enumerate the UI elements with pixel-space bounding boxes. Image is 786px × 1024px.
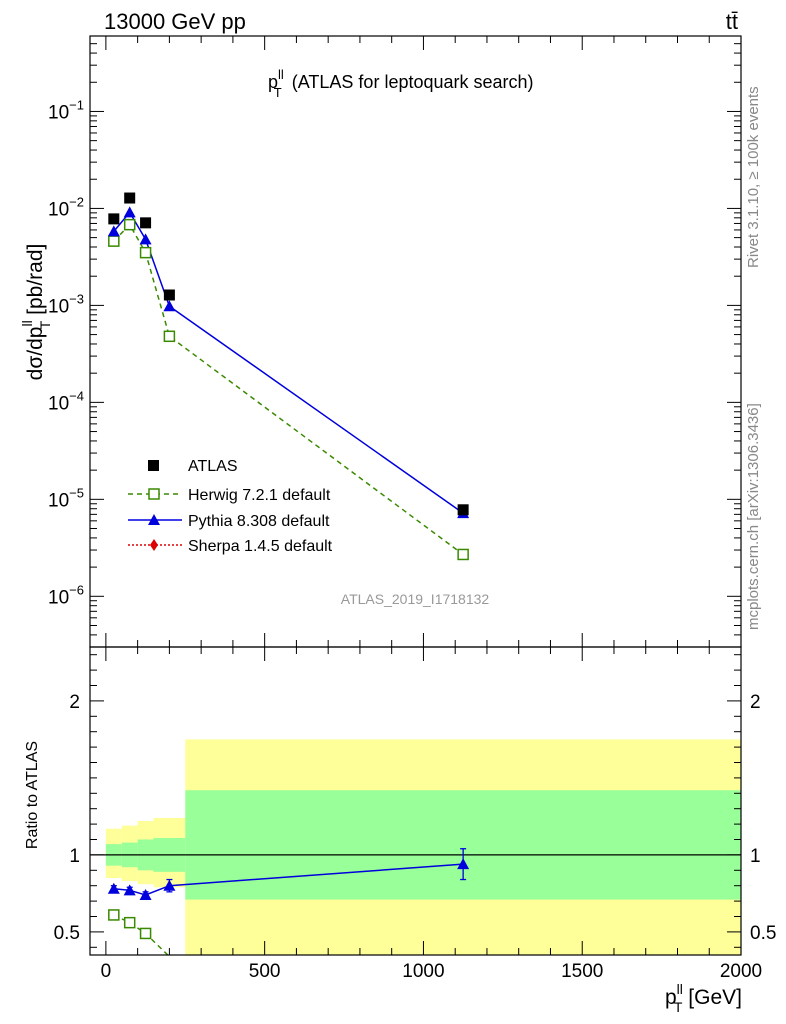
ratio-pythia-point xyxy=(163,879,176,891)
ratio-herwig-point xyxy=(108,909,120,921)
ratio-bands xyxy=(90,739,741,955)
analysis-id: ATLAS_2019_I1718132 xyxy=(341,591,490,607)
legend-marker-herwig xyxy=(148,488,160,500)
main-ytick-label: 10−2 xyxy=(48,194,84,220)
ratio-plot-frame xyxy=(89,646,742,956)
atlas-point xyxy=(457,504,469,516)
legend-label-atlas: ATLAS xyxy=(188,458,238,475)
herwig-point xyxy=(108,235,120,247)
herwig-point xyxy=(457,548,469,561)
rivet-version-label: Rivet 3.1.10, ≥ 100k events xyxy=(745,86,762,268)
ratio-pythia-point xyxy=(123,884,136,896)
pythia-point xyxy=(139,233,152,245)
main-ytick-label: 10−5 xyxy=(48,485,84,511)
atlas-point xyxy=(163,289,175,301)
ratio-ytick-label: 1 xyxy=(69,846,80,867)
xtick-label: 1500 xyxy=(561,961,603,982)
legend-label-pythia: Pythia 8.308 default xyxy=(188,513,330,530)
legend-marker-atlas xyxy=(148,460,159,471)
ratio-series xyxy=(107,848,470,958)
pythia-point xyxy=(163,300,176,312)
legend-marker-pythia xyxy=(148,514,160,525)
herwig-point xyxy=(163,330,176,343)
beam-label: 13000 GeV pp xyxy=(104,9,246,34)
atlas-point xyxy=(140,217,152,229)
x-axis-label: pll T [GeV] xyxy=(665,981,742,1015)
ratio-pythia-point xyxy=(139,888,152,900)
plot-title-sup: ll xyxy=(278,67,284,82)
plot-title-rest: (ATLAS for leptoquark search) xyxy=(292,72,534,92)
plot-title-main: p xyxy=(268,72,278,92)
herwig-point xyxy=(123,218,136,231)
atlas-point xyxy=(124,192,136,204)
plot-title-sub: T xyxy=(274,85,282,100)
main-ytick-label: 10−4 xyxy=(48,388,84,414)
ratio-y-axis-label: Ratio to ATLAS xyxy=(24,741,41,849)
legend-marker-sherpa xyxy=(150,539,158,551)
ratio-herwig-point xyxy=(123,916,136,929)
ratio-herwig-point xyxy=(139,927,152,940)
pythia-line xyxy=(113,211,464,514)
main-ytick-label: 10−1 xyxy=(48,97,84,123)
legend: ATLAS Herwig 7.2.1 default Pythia 8.308 … xyxy=(128,458,333,555)
herwig-point xyxy=(139,246,152,259)
xtick-label: 2000 xyxy=(720,961,762,982)
main-axis-ticks: 10−6 10−5 10−4 10−3 10−2 10−1 xyxy=(48,36,742,648)
band-inner-4 xyxy=(185,790,741,900)
ratio-ytick-label-right: 0.5 xyxy=(750,923,776,944)
xtick-label: 500 xyxy=(249,961,281,982)
ratio-herwig-line xyxy=(113,914,170,958)
ratio-ytick-label-right: 2 xyxy=(750,692,761,713)
pythia-point xyxy=(107,225,120,237)
main-ytick-label: 10−3 xyxy=(48,291,84,317)
legend-label-herwig: Herwig 7.2.1 default xyxy=(188,487,331,504)
main-plot-frame xyxy=(89,35,742,648)
mcplots-label: mcplots.cern.ch [arXiv:1306.3436] xyxy=(745,403,762,630)
ratio-ytick-label: 2 xyxy=(69,692,80,713)
legend-label-sherpa: Sherpa 1.4.5 default xyxy=(188,538,333,555)
ratio-ytick-label: 0.5 xyxy=(54,923,80,944)
main-ytick-label: 10−6 xyxy=(48,582,84,608)
atlas-point xyxy=(108,213,120,225)
ratio-pythia-point xyxy=(457,858,470,870)
ratio-axis-ticks: 0 500 1000 1500 2000 0.5 0.5 1 1 2 2 xyxy=(54,647,776,982)
xtick-label: 0 xyxy=(101,961,112,982)
ratio-pythia-point xyxy=(107,882,120,894)
xtick-label: 1000 xyxy=(402,961,444,982)
ratio-ytick-label-right: 1 xyxy=(750,846,761,867)
plot-title: pll T (ATLAS for leptoquark search) xyxy=(268,67,534,100)
pythia-point xyxy=(123,206,136,218)
main-series xyxy=(107,192,470,561)
process-label: tt̄ xyxy=(726,9,738,34)
